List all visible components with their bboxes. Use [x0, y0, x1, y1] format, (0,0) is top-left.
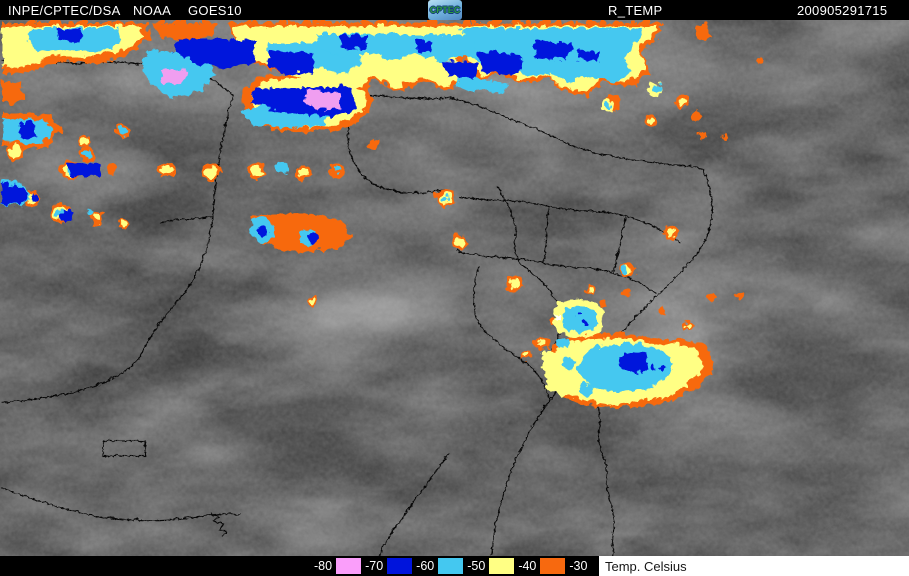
satellite-label: GOES10 [188, 3, 242, 18]
legend-title-area: Temp. Celsius [599, 556, 909, 576]
legend-swatch [438, 558, 464, 574]
cloud-layer-pink [158, 66, 340, 108]
legend-label: -80 [314, 559, 333, 573]
legend-swatch [540, 558, 566, 574]
legend-label: -40 [518, 559, 537, 573]
cptec-logo-text: CPTEC [429, 5, 461, 15]
agency-label: INPE/CPTEC/DSA [8, 3, 121, 18]
network-label: NOAA [133, 3, 172, 18]
cptec-logo: CPTEC [428, 0, 462, 20]
satellite-image [0, 20, 909, 556]
legend-label: -30 [569, 559, 588, 573]
legend-label: -60 [416, 559, 435, 573]
legend-swatch [336, 558, 362, 574]
cloud-layer-blue [0, 26, 663, 371]
legend-swatch [489, 558, 515, 574]
product-label: R_TEMP [608, 3, 663, 18]
legend-label: -50 [467, 559, 486, 573]
legend-swatch [387, 558, 413, 574]
top-bar: INPE/CPTEC/DSA NOAA GOES10 CPTEC R_TEMP … [0, 0, 909, 20]
legend-label: -70 [365, 559, 384, 573]
satellite-map-canvas [0, 20, 909, 556]
map-noise-texture [0, 20, 909, 556]
legend-bar: -80 -70 -60 -50 -40 -30 Temp. Celsius [0, 556, 909, 576]
white-speck [553, 313, 557, 317]
legend-title: Temp. Celsius [605, 558, 687, 574]
coastline-north [442, 95, 703, 169]
timestamp-label: 200905291715 [797, 3, 888, 18]
legend-items: -80 -70 -60 -50 -40 -30 [312, 556, 589, 576]
cloud-overlays [0, 20, 760, 406]
